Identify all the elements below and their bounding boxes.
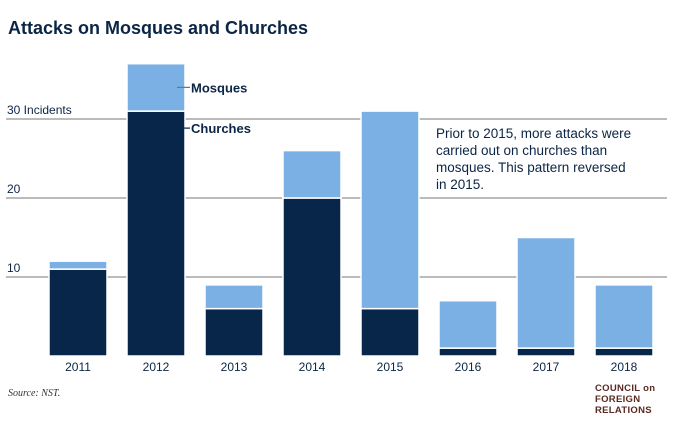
y-tick-label: 10 — [7, 261, 21, 275]
logo-line: FOREIGN — [595, 394, 641, 405]
logo-line: COUNCIL on — [595, 383, 656, 394]
bar-churches — [126, 110, 186, 357]
bar-mosques — [438, 299, 498, 349]
source-note: Source: NST. — [8, 388, 61, 399]
bar-mosques — [48, 260, 108, 270]
legend-label: Churches — [191, 121, 251, 136]
bar-churches — [48, 268, 108, 357]
x-tick-label: 2017 — [533, 360, 560, 374]
x-tick-label: 2012 — [143, 360, 170, 374]
logo-line: RELATIONS — [595, 405, 652, 416]
x-tick-label: 2011 — [65, 360, 91, 374]
legend-label: Mosques — [191, 80, 247, 95]
bar-mosques — [360, 110, 420, 310]
bar-mosques — [282, 149, 342, 199]
y-tick-label: 30 Incidents — [7, 103, 72, 117]
bar-churches — [282, 197, 342, 357]
bar-churches — [360, 307, 420, 357]
x-tick-label: 2013 — [221, 360, 248, 374]
chart-title: Attacks on Mosques and Churches — [8, 18, 309, 38]
cfr-logo: COUNCIL on FOREIGN RELATIONS — [595, 383, 655, 416]
bar-churches — [594, 347, 654, 357]
annotation: Prior to 2015, more attacks were carried… — [436, 126, 632, 192]
bar-mosques — [204, 284, 264, 310]
y-tick-label: 20 — [7, 182, 21, 196]
bar-mosques — [594, 284, 654, 349]
bar-mosques — [126, 62, 186, 112]
bar-churches — [204, 307, 264, 357]
bar-churches — [438, 347, 498, 357]
bar-mosques — [516, 236, 576, 349]
x-tick-label: 2018 — [611, 360, 638, 374]
x-tick-label: 2016 — [455, 360, 482, 374]
x-tick-label: 2015 — [377, 360, 404, 374]
bar-churches — [516, 347, 576, 357]
x-tick-label: 2014 — [299, 360, 326, 374]
